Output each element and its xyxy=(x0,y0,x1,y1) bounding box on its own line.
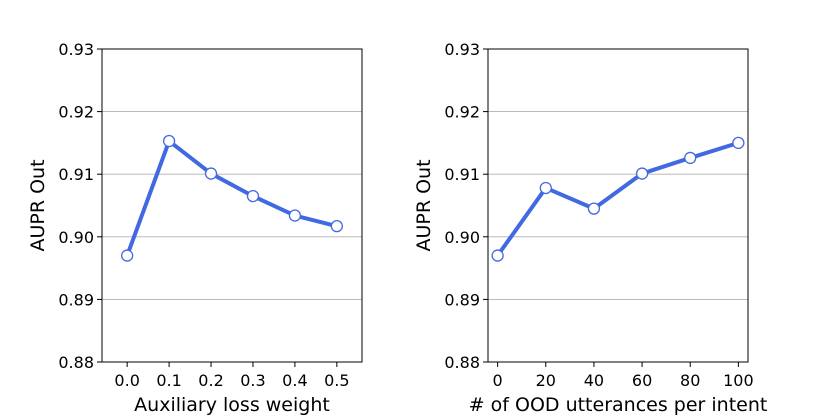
x-axis-title: Auxiliary loss weight xyxy=(134,394,330,415)
data-point xyxy=(204,167,218,180)
y-tick-label: 0.89 xyxy=(58,290,94,309)
y-tick-label: 0.91 xyxy=(444,165,480,184)
data-point xyxy=(288,209,302,222)
data-point xyxy=(539,181,552,195)
y-tick-label: 0.93 xyxy=(444,40,480,59)
data-point xyxy=(491,249,504,262)
axes-frame xyxy=(101,48,363,363)
data-point xyxy=(635,167,649,180)
y-tick-label: 0.89 xyxy=(444,290,480,309)
data-point xyxy=(330,220,343,233)
data-point xyxy=(732,136,745,150)
y-tick-label: 0.92 xyxy=(444,103,480,122)
x-tick-label: 0 xyxy=(493,371,503,390)
x-tick-label: 0.2 xyxy=(198,371,223,390)
x-tick-label: 60 xyxy=(632,371,652,390)
x-tick-label: 0.5 xyxy=(324,371,349,390)
y-tick-label: 0.88 xyxy=(444,353,480,372)
data-point xyxy=(684,151,697,165)
y-tick-label: 0.88 xyxy=(58,353,94,372)
y-tick-label: 0.90 xyxy=(444,228,480,247)
x-tick-label: 20 xyxy=(536,371,556,390)
x-tick-label: 0.3 xyxy=(240,371,265,390)
y-tick-label: 0.91 xyxy=(58,165,94,184)
x-tick-label: 0.1 xyxy=(156,371,181,390)
x-tick-label: 0.0 xyxy=(114,371,139,390)
axes-frame xyxy=(487,48,749,363)
y-axis-title: AUPR Out xyxy=(413,159,435,251)
chart-right: 0.88 0.89 0.90 0.91 0.92 0.93 0 20 40 60 80 100 # of… xyxy=(413,40,767,415)
x-tick-label: 0.4 xyxy=(282,371,307,390)
x-tick-label: 100 xyxy=(723,371,754,390)
data-point xyxy=(162,134,176,148)
series-line xyxy=(125,139,339,258)
data-point xyxy=(587,202,601,215)
y-tick-label: 0.90 xyxy=(58,228,94,247)
data-point xyxy=(121,249,134,262)
y-tick-label: 0.93 xyxy=(58,40,94,59)
data-point xyxy=(246,189,260,203)
series-line xyxy=(495,140,741,258)
x-tick-label: 40 xyxy=(584,371,604,390)
chart-left: 0.88 0.89 0.90 0.91 0.92 0.93 0.0 0.1 0.2 0.3 0.4 0… xyxy=(27,40,363,415)
x-tick-label: 80 xyxy=(680,371,700,390)
y-axis-title: AUPR Out xyxy=(27,159,49,251)
y-tick-label: 0.92 xyxy=(58,103,94,122)
x-axis-title: # of OOD utterances per intent xyxy=(469,394,768,415)
